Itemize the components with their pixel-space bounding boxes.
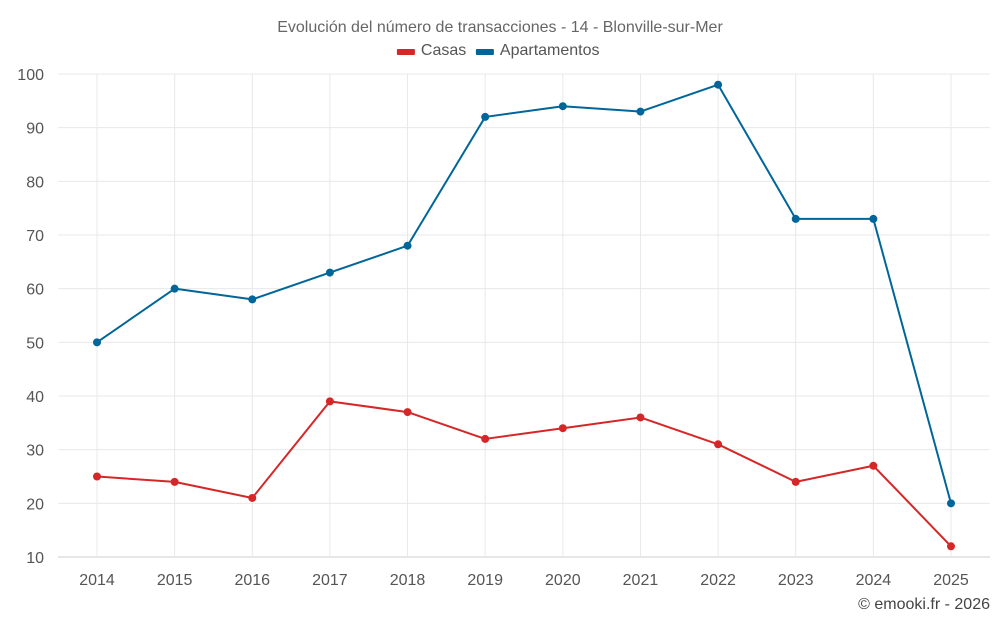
data-point[interactable] [170, 477, 179, 486]
data-point[interactable] [325, 268, 334, 277]
data-point[interactable] [403, 408, 412, 417]
x-tick-label: 2025 [933, 572, 969, 589]
y-tick-label: 100 [17, 67, 44, 84]
x-tick-label: 2014 [79, 572, 115, 589]
data-point[interactable] [481, 434, 490, 443]
credit-text: © emooki.fr - 2026 [858, 596, 990, 613]
series-line [96, 83, 952, 504]
y-tick-label: 90 [26, 121, 44, 138]
y-tick-label: 70 [26, 228, 44, 245]
data-point[interactable] [481, 112, 490, 121]
y-tick-label: 30 [26, 443, 44, 460]
data-point[interactable] [248, 295, 257, 304]
legend-label: Casas [421, 42, 466, 59]
x-tick-label: 2015 [157, 572, 193, 589]
data-point[interactable] [248, 493, 257, 502]
series-apartamentos [93, 80, 955, 508]
data-point[interactable] [558, 424, 567, 433]
data-point[interactable] [869, 461, 878, 470]
x-tick-label: 2020 [545, 572, 581, 589]
chart-title: Evolución del número de transacciones - … [277, 19, 723, 36]
legend-item-apartamentos[interactable]: Apartamentos [475, 42, 600, 59]
x-tick-label: 2023 [778, 572, 814, 589]
data-point[interactable] [869, 214, 878, 223]
legend-swatch [475, 49, 494, 55]
legend: Casas Apartamentos [396, 42, 600, 59]
y-tick-label: 20 [26, 496, 44, 513]
data-point[interactable] [93, 472, 101, 481]
data-point[interactable] [947, 542, 955, 551]
legend-swatch [396, 49, 415, 55]
data-point[interactable] [170, 284, 179, 293]
y-tick-label: 50 [26, 335, 44, 352]
data-point[interactable] [714, 440, 723, 449]
series-line [96, 400, 952, 547]
data-point[interactable] [636, 107, 645, 116]
data-point[interactable] [558, 102, 567, 111]
series-casas [93, 397, 955, 551]
y-tick-label: 10 [26, 550, 44, 567]
grid [58, 73, 990, 558]
y-tick-label: 40 [26, 389, 44, 406]
legend-label: Apartamentos [500, 42, 600, 59]
data-point[interactable] [714, 80, 723, 89]
x-tick-label: 2016 [234, 572, 270, 589]
x-axis-ticks: 2014 2015 2016 2017 2018 2019 2020 2021 2022 2023… [79, 572, 969, 589]
x-tick-label: 2021 [623, 572, 659, 589]
data-point[interactable] [947, 499, 955, 508]
data-point[interactable] [403, 241, 412, 250]
legend-item-casas[interactable]: Casas [396, 42, 466, 59]
x-tick-label: 2022 [700, 572, 736, 589]
data-point[interactable] [636, 413, 645, 422]
x-tick-label: 2018 [390, 572, 426, 589]
y-tick-label: 60 [26, 282, 44, 299]
data-point[interactable] [791, 214, 800, 223]
y-axis-ticks: 10 20 30 40 50 60 70 80 90 100 [17, 67, 44, 567]
data-point[interactable] [93, 338, 101, 347]
series-layer [93, 80, 955, 551]
x-tick-label: 2017 [312, 572, 348, 589]
x-tick-label: 2019 [467, 572, 503, 589]
data-point[interactable] [791, 477, 800, 486]
data-point[interactable] [325, 397, 334, 406]
x-tick-label: 2024 [856, 572, 892, 589]
y-tick-label: 80 [26, 174, 44, 191]
